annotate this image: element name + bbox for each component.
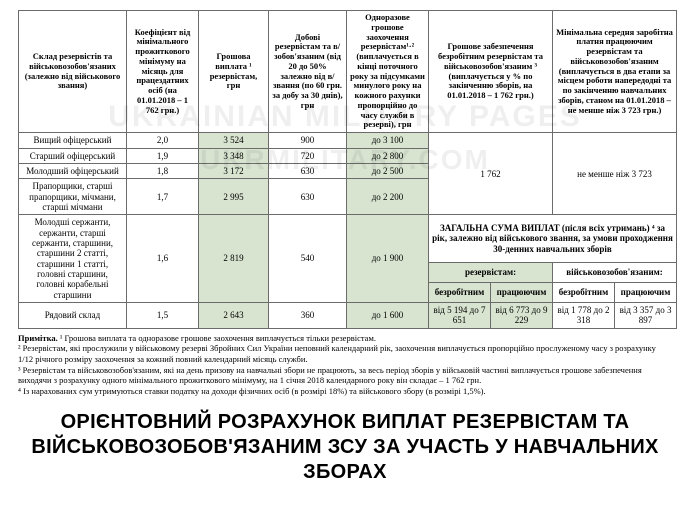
cell-rank: Молодший офіцерський [19,163,127,178]
th-once: Одноразове грошове заохочення резервіста… [347,11,429,133]
cell-pay: 2 819 [199,215,269,303]
summary-b1: від 1 778 до 2 318 [553,303,615,329]
th-coef: Коефіцієнт від мінімального прожиткового… [127,11,199,133]
summary-sub3: безробітним [553,282,615,302]
cell-once: до 1 900 [347,215,429,303]
cell-daily: 630 [269,179,347,215]
summary-a1: від 5 194 до 7 651 [429,303,491,329]
cell-coef: 1,7 [127,179,199,215]
cell-daily: 360 [269,303,347,329]
summary-col-b: військовозобов'язаним: [553,262,677,282]
cell-sec: 1 762 [429,133,553,215]
th-rank: Склад резервістів та військовозобов'язан… [19,11,127,133]
th-daily: Добові резервістам та в/зобов'язаним (ві… [269,11,347,133]
cell-pay: 3 172 [199,163,269,178]
cell-once: до 1 600 [347,303,429,329]
cell-rank: Рядовий склад [19,303,127,329]
cell-pay: 3 524 [199,133,269,148]
cell-coef: 1,9 [127,148,199,163]
cell-daily: 540 [269,215,347,303]
summary-sub2: працюючим [491,282,553,302]
cell-once: до 3 100 [347,133,429,148]
cell-rank: Прапорщики, старші прапорщики, мічмани, … [19,179,127,215]
footnotes: Примітка. ¹ Грошова виплата та одноразов… [18,333,672,397]
cell-once: до 2 500 [347,163,429,178]
th-avg: Мінімальна середня заробітна платня прац… [553,11,677,133]
th-sec: Грошове забезпечення безробітним резерві… [429,11,553,133]
cell-rank: Вищий офіцерський [19,133,127,148]
cell-once: до 2 800 [347,148,429,163]
cell-coef: 1,8 [127,163,199,178]
cell-pay: 2 995 [199,179,269,215]
cell-coef: 2,0 [127,133,199,148]
summary-b2: від 3 357 до 3 897 [615,303,677,329]
page-headline: ОРІЄНТОВНИЙ РОЗРАХУНОК ВИПЛАТ РЕЗЕРВІСТА… [18,410,672,485]
cell-daily: 720 [269,148,347,163]
cell-pay: 2 643 [199,303,269,329]
note-3: ³ Резервістам та військовозобов'язаним, … [18,365,642,386]
summary-sub1: безробітним [429,282,491,302]
summary-col-a: резервістам: [429,262,553,282]
cell-coef: 1,6 [127,215,199,303]
th-pay: Грошова виплата ¹ резервістам, грн [199,11,269,133]
summary-sub4: працюючим [615,282,677,302]
cell-rank: Молодші сержанти, сержанти, старші сержа… [19,215,127,303]
table-row: Вищий офіцерський 2,0 3 524 900 до 3 100… [19,133,677,148]
cell-daily: 630 [269,163,347,178]
cell-daily: 900 [269,133,347,148]
cell-rank: Старший офіцерський [19,148,127,163]
cell-pay: 3 348 [199,148,269,163]
summary-title: ЗАГАЛЬНА СУМА ВИПЛАТ (після всіх утриман… [429,215,677,262]
summary-a2: від 6 773 до 9 229 [491,303,553,329]
notes-lead: Примітка. [18,333,58,343]
note-2: ² Резервістам, які прослужили у військов… [18,343,656,364]
table-row: Молодші сержанти, сержанти, старші сержа… [19,215,677,262]
table-row: Рядовий склад 1,5 2 643 360 до 1 600 від… [19,303,677,329]
payments-table: Склад резервістів та військовозобов'язан… [18,10,677,329]
cell-avg: не менше ніж 3 723 [553,133,677,215]
cell-coef: 1,5 [127,303,199,329]
note-1: ¹ Грошова виплата та одноразове грошове … [60,333,376,343]
note-4: ⁴ Із нарахованих сум утримуються ставки … [18,386,486,396]
cell-once: до 2 200 [347,179,429,215]
